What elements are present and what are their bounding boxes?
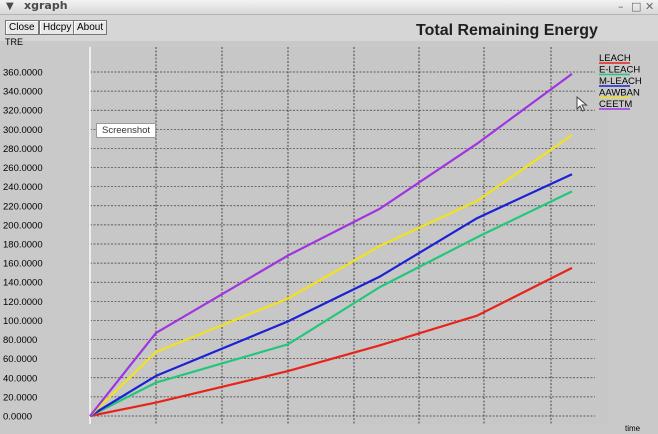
y-tick-label: 20.0000 [3,392,37,403]
y-tick-labels: 0.0000 20.0000 40.0000 60.0000 80.0000 100.00… [3,68,43,423]
y-tick-label: 320.0000 [3,106,43,117]
chart-title: Total Remaining Energy [416,22,598,39]
y-tick-label: 240.0000 [3,182,43,193]
screenshot-tooltip: Screenshot [96,123,157,138]
y-tick-label: 220.0000 [3,201,43,212]
series-line-m-leach [89,173,573,417]
grid [88,47,608,424]
y-tick-label: 280.0000 [3,144,43,155]
legend-label: M-LEACH [599,76,642,87]
y-tick-label: 140.0000 [3,278,43,289]
close-icon[interactable]: ✕ [645,0,655,13]
y-tick-label: 260.0000 [3,163,43,174]
cursor-arrow-icon [576,96,588,112]
y-tick-label: 200.0000 [3,220,43,231]
legend-label: AAWBAN [599,88,640,99]
y-tick-label: 80.0000 [3,335,37,346]
y-axis-label: TRE [5,37,23,47]
y-tick-label: 60.0000 [3,354,37,365]
chevron-down-icon[interactable]: ▼ [6,1,14,12]
y-tick-label: 0.0000 [3,412,32,423]
series-line-ceetm [89,73,573,417]
y-tick-label: 100.0000 [3,316,43,327]
y-tick-label: 300.0000 [3,125,43,136]
window-title: xgraph [24,0,68,12]
series-line-e-leach [89,190,573,417]
y-tick-label: 40.0000 [3,373,37,384]
minimize-icon[interactable]: – [618,0,624,13]
title-bar[interactable]: ▼ xgraph – □ ✕ [0,0,658,15]
about-button[interactable]: About [73,20,108,35]
y-tick-label: 160.0000 [3,259,43,270]
x-axis-label: time [625,424,641,433]
legend-label: CEETM [599,99,632,110]
y-tick-label: 360.0000 [3,68,43,79]
toolbar: Close Hdcpy About [0,15,658,41]
y-tick-label: 120.0000 [3,297,43,308]
legend-label: LEACH [599,53,631,64]
close-button[interactable]: Close [5,20,39,35]
y-tick-label: 340.0000 [3,87,43,98]
series-lines [89,73,573,418]
series-line-aawban [89,134,573,417]
maximize-icon[interactable]: □ [631,0,642,13]
y-tick-label: 180.0000 [3,240,43,251]
series-line-leach [89,266,573,418]
legend-label: E-LEACH [599,65,640,76]
